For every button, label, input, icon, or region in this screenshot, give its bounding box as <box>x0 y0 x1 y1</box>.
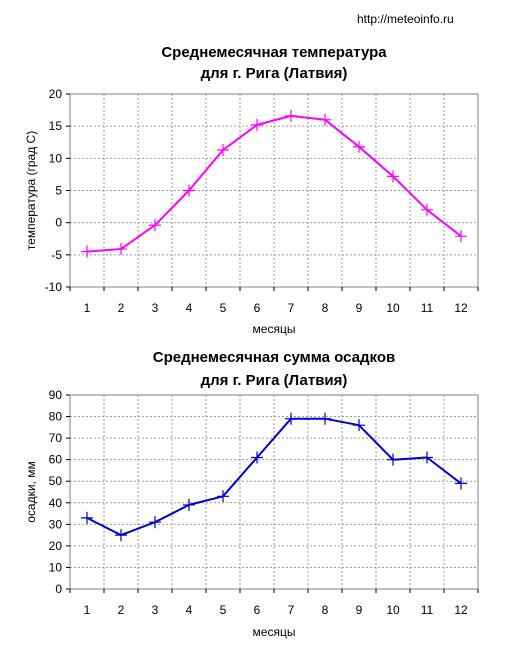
x-tick-label: 7 <box>288 603 295 617</box>
x-axis-label: месяцы <box>253 322 296 336</box>
data-point-marker <box>217 143 229 156</box>
x-tick-label: 2 <box>118 603 125 617</box>
chart-0: Среднемесячная температура для г. Рига (Л… <box>24 44 479 336</box>
data-point-marker <box>149 516 161 529</box>
x-tick-label: 5 <box>220 603 227 617</box>
x-tick-label: 3 <box>152 301 159 315</box>
data-point-marker <box>183 184 195 197</box>
x-tick-label: 12 <box>454 301 468 315</box>
x-tick-label: 4 <box>186 301 193 315</box>
x-tick-label: 1 <box>84 603 91 617</box>
chart-title: Среднемесячная сумма осадков <box>153 349 395 366</box>
x-tick-label: 11 <box>421 301 434 315</box>
data-point-marker <box>421 451 433 464</box>
series-line <box>86 114 462 253</box>
y-tick-label: 10 <box>49 151 63 165</box>
data-point-marker <box>319 113 331 126</box>
x-tick-label: 10 <box>386 301 400 315</box>
x-tick-label: 7 <box>288 301 295 315</box>
data-point-marker <box>183 498 195 511</box>
x-tick-label: 6 <box>254 603 261 617</box>
data-point-marker <box>81 511 93 524</box>
data-point-marker <box>285 412 297 425</box>
data-point-marker <box>319 412 331 425</box>
source-link[interactable]: http://meteoinfo.ru <box>357 12 454 26</box>
y-tick-label: 0 <box>55 582 62 596</box>
data-point-marker <box>115 529 127 542</box>
chart-title: Среднемесячная температура <box>161 44 387 61</box>
data-point-marker <box>353 419 365 432</box>
chart-subtitle: для г. Рига (Латвия) <box>201 65 348 82</box>
y-tick-label: 5 <box>55 184 62 198</box>
x-tick-label: 10 <box>386 603 400 617</box>
y-tick-label: 0 <box>55 216 62 230</box>
x-tick-label: 8 <box>322 301 329 315</box>
y-tick-label: -5 <box>51 248 62 262</box>
y-tick-label: 70 <box>49 431 63 445</box>
y-tick-label: 40 <box>49 496 63 510</box>
x-tick-label: 9 <box>356 603 363 617</box>
x-tick-label: 9 <box>356 301 363 315</box>
x-tick-label: 5 <box>220 301 227 315</box>
chart-1: Среднемесячная сумма осадков для г. Рига … <box>24 349 479 639</box>
x-tick-label: 6 <box>254 301 261 315</box>
data-point-marker <box>115 243 127 256</box>
y-tick-label: 60 <box>49 453 63 467</box>
y-tick-label: 80 <box>49 410 63 424</box>
chart-subtitle: для г. Рига (Латвия) <box>201 372 348 389</box>
y-tick-label: 20 <box>49 539 63 553</box>
x-tick-label: 11 <box>421 603 434 617</box>
data-point-marker <box>421 203 433 216</box>
data-point-marker <box>251 451 263 464</box>
x-tick-label: 2 <box>118 301 125 315</box>
y-tick-label: 50 <box>49 474 63 488</box>
x-tick-label: 8 <box>322 603 329 617</box>
x-axis-label: месяцы <box>253 625 296 639</box>
data-point-marker <box>285 109 297 122</box>
data-point-marker <box>251 118 263 131</box>
data-point-marker <box>387 453 399 466</box>
data-point-marker <box>455 477 467 490</box>
y-axis-label: осадки, мм <box>24 461 38 522</box>
y-tick-label: 10 <box>49 560 63 574</box>
x-tick-label: 4 <box>186 603 193 617</box>
x-tick-label: 1 <box>84 301 91 315</box>
data-point-marker <box>149 219 161 232</box>
data-point-marker <box>81 245 93 258</box>
x-tick-label: 12 <box>454 603 468 617</box>
data-point-marker <box>387 170 399 183</box>
x-tick-label: 3 <box>152 603 159 617</box>
data-point-marker <box>455 230 467 243</box>
y-tick-label: 30 <box>49 517 63 531</box>
y-axis-label: температура (град С) <box>24 131 38 250</box>
data-point-marker <box>353 140 365 153</box>
data-point-marker <box>217 490 229 503</box>
y-tick-label: 15 <box>49 119 63 133</box>
y-tick-label: 90 <box>49 388 63 402</box>
y-tick-label: -10 <box>45 280 63 294</box>
y-tick-label: 20 <box>49 87 63 101</box>
